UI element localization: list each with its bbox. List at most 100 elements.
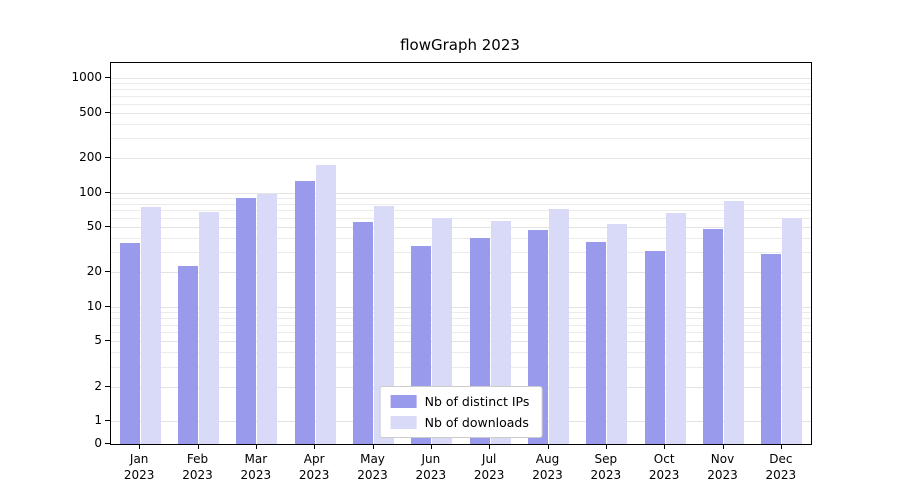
x-tick-mark-aug [547, 444, 549, 449]
y-tick-label-20: 20 [86, 264, 102, 279]
legend-swatch-ips [390, 395, 417, 408]
y-tick-mark-100 [105, 191, 110, 193]
gridline-y-600 [111, 103, 811, 105]
x-tick-mark-jun [430, 444, 432, 449]
gridline-y-8 [111, 317, 811, 319]
y-tick-mark-10 [105, 305, 110, 307]
x-tick-label-mar: Mar 2023 [240, 452, 272, 482]
gridline-y-4 [111, 352, 811, 354]
bar-ips-dec [761, 254, 782, 444]
legend-item-distinct-ips: Nb of distinct IPs [390, 394, 530, 409]
y-tick-label-2: 2 [94, 378, 102, 393]
gridline-y-200 [111, 158, 811, 160]
x-tick-label-jul: Jul 2023 [473, 452, 505, 482]
legend-label-distinct-ips: Nb of distinct IPs [424, 394, 530, 409]
bar-downloads-may [374, 205, 394, 444]
bar-ips-jan [119, 243, 140, 444]
bar-ips-oct [644, 250, 665, 444]
bar-downloads-jan [140, 206, 161, 444]
y-tick-mark-2 [105, 385, 110, 387]
x-tick-mark-oct [664, 444, 666, 449]
y-tick-mark-1 [105, 420, 110, 422]
y-tick-label-200: 200 [79, 150, 102, 165]
bar-downloads-apr [315, 164, 336, 444]
x-tick-mark-apr [314, 444, 316, 449]
bar-downloads-oct [665, 213, 686, 444]
gridline-y-9 [111, 312, 811, 314]
gridline-y-3 [111, 366, 811, 368]
gridline-y-30 [111, 252, 811, 254]
bar-downloads-dec [782, 217, 803, 444]
gridline-y-400 [111, 123, 811, 125]
gridline-y-5 [111, 341, 811, 343]
bar-ips-feb [178, 265, 198, 444]
x-tick-label-sep: Sep 2023 [590, 452, 622, 482]
x-tick-mark-may [372, 444, 374, 449]
x-tick-label-dec: Dec 2023 [765, 452, 797, 482]
bar-ips-apr [294, 181, 315, 444]
bar-downloads-sep [607, 224, 628, 444]
y-tick-label-1000: 1000 [71, 70, 102, 85]
bar-downloads-aug [549, 208, 569, 444]
x-tick-label-feb: Feb 2023 [182, 452, 213, 482]
x-tick-mark-nov [722, 444, 724, 449]
legend: Nb of distinct IPs Nb of downloads [379, 386, 543, 438]
y-tick-label-1: 1 [94, 413, 102, 428]
gridline-y-20 [111, 272, 811, 274]
x-tick-label-jan: Jan 2023 [123, 452, 155, 482]
y-tick-label-0: 0 [94, 436, 102, 450]
gridline-y-6 [111, 332, 811, 334]
y-tick-label-50: 50 [86, 218, 102, 233]
gridline-y-100 [111, 192, 811, 194]
y-tick-mark-20 [105, 271, 110, 273]
gridline-y-40 [111, 238, 811, 240]
gridline-y-300 [111, 138, 811, 139]
y-tick-mark-500 [105, 111, 110, 113]
x-tick-mark-sep [605, 444, 607, 449]
bar-ips-may [353, 222, 373, 444]
gridline-y-70 [111, 210, 811, 212]
gridline-y-900 [111, 83, 811, 85]
plot-area: Nb of distinct IPs Nb of downloads [110, 62, 812, 445]
y-tick-label-10: 10 [86, 298, 102, 313]
gridline-y-10 [111, 306, 811, 308]
bar-downloads-nov [724, 200, 744, 444]
gridline-y-500 [111, 112, 811, 114]
gridline-y-800 [111, 89, 811, 91]
y-tick-mark-50 [105, 225, 110, 227]
x-tick-mark-feb [197, 444, 199, 449]
x-tick-label-apr: Apr 2023 [298, 452, 330, 482]
x-tick-label-aug: Aug 2023 [532, 452, 563, 482]
bar-ips-mar [236, 197, 257, 444]
gridline-y-60 [111, 217, 811, 219]
legend-label-downloads: Nb of downloads [424, 415, 529, 430]
legend-item-downloads: Nb of downloads [390, 415, 530, 430]
x-tick-mark-jul [489, 444, 491, 449]
y-tick-mark-1000 [105, 77, 110, 79]
gridline-y-1000 [111, 78, 811, 80]
gridline-y-7 [111, 324, 811, 326]
y-tick-label-5: 5 [94, 333, 102, 348]
bar-ips-sep [586, 241, 607, 444]
x-tick-label-may: May 2023 [357, 452, 388, 482]
bar-downloads-mar [257, 193, 278, 444]
bar-downloads-feb [199, 211, 219, 444]
x-tick-label-oct: Oct 2023 [648, 452, 680, 482]
y-tick-label-100: 100 [79, 184, 102, 199]
gridline-y-80 [111, 203, 811, 205]
gridline-y-50 [111, 226, 811, 228]
chart-title: flowGraph 2023 [400, 36, 520, 54]
gridline-y-90 [111, 197, 811, 199]
x-tick-mark-jan [139, 444, 141, 449]
y-tick-mark-5 [105, 340, 110, 342]
x-tick-label-jun: Jun 2023 [415, 452, 447, 482]
y-tick-label-500: 500 [79, 104, 102, 119]
bar-ips-nov [703, 228, 723, 444]
y-tick-mark-0 [105, 443, 110, 444]
legend-swatch-downloads [390, 416, 417, 429]
x-tick-mark-mar [255, 444, 257, 449]
x-tick-mark-dec [780, 444, 782, 449]
y-tick-mark-200 [105, 157, 110, 159]
x-tick-label-nov: Nov 2023 [707, 452, 738, 482]
